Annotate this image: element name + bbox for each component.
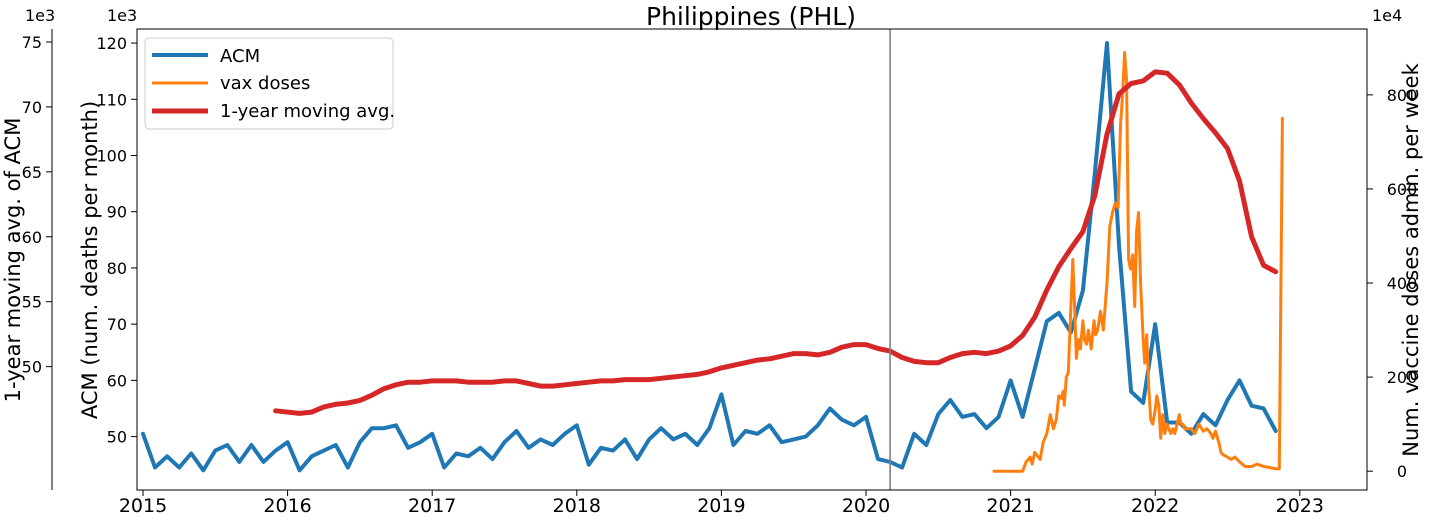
legend-label-moving-avg: 1-year moving avg. (220, 101, 395, 122)
y-moving-avg-tick-label: 60 (22, 228, 42, 247)
x-tick-label: 2018 (553, 495, 601, 517)
series-layer (141, 41, 1284, 473)
y-vax-tick-label: 600 (1387, 180, 1418, 199)
y-axis-acm-exponent: 1e3 (107, 6, 137, 25)
y-axis-vax-exponent: 1e4 (1372, 6, 1402, 25)
y-moving-avg-tick-label: 55 (22, 293, 42, 312)
legend-entry-vax: vax doses (152, 73, 310, 94)
series-line-vax (992, 51, 1284, 473)
x-tick-label: 2016 (263, 495, 311, 517)
y-axis-moving-avg-exponent: 1e3 (25, 6, 55, 25)
y-acm-tick-label: 80 (107, 259, 127, 278)
x-tick-label: 2015 (119, 495, 167, 517)
y-axis-vax-label: Num. vaccine doses admin. per week (1399, 62, 1423, 456)
legend-label-vax: vax doses (220, 73, 310, 94)
series-line-acm (141, 41, 1278, 473)
legend-box (144, 37, 394, 130)
y-axis-moving-avg: 1e3 1-year moving avg. of ACM 50 55 60 65 70… (1, 6, 55, 490)
y-axis-moving-avg-label: 1-year moving avg. of ACM (1, 118, 25, 403)
x-tick-label: 2020 (842, 495, 890, 517)
y-acm-tick-label: 120 (96, 34, 127, 53)
legend: ACM vax doses 1-year moving avg. (144, 37, 395, 130)
x-tick-label: 2023 (1276, 495, 1324, 517)
y-vax-tick-label: 400 (1387, 274, 1418, 293)
y-acm-tick-label: 90 (107, 203, 127, 222)
legend-entry-moving-avg: 1-year moving avg. (152, 101, 395, 122)
x-tick-label: 2019 (697, 495, 745, 517)
y-vax-tick-label: 200 (1387, 368, 1418, 387)
chart-title: Philippines (PHL) (646, 2, 856, 31)
legend-entry-acm: ACM (152, 46, 260, 67)
plot-area-frame (136, 28, 1368, 491)
series-line-mavg (273, 69, 1279, 416)
y-acm-tick-label: 100 (96, 146, 127, 165)
y-moving-avg-tick-label: 75 (22, 33, 42, 52)
y-moving-avg-tick-label: 50 (22, 358, 42, 377)
y-acm-tick-label: 60 (107, 371, 127, 390)
x-tick-label: 2021 (986, 495, 1034, 517)
y-moving-avg-tick-label: 65 (22, 163, 42, 182)
y-acm-tick-label: 70 (107, 315, 127, 334)
y-axis-vax: 1e4 Num. vaccine doses admin. per week 0… (1367, 6, 1423, 481)
y-vax-tick-label: 0 (1397, 462, 1407, 481)
legend-label-acm: ACM (220, 46, 260, 67)
x-tick-label: 2022 (1131, 495, 1179, 517)
x-tick-label: 2017 (408, 495, 456, 517)
y-acm-tick-label: 50 (107, 428, 127, 447)
y-vax-tick-label: 800 (1387, 86, 1418, 105)
y-axis-acm-label: ACM (num. deaths per month) (78, 101, 102, 419)
y-acm-tick-label: 110 (96, 90, 127, 109)
y-axis-acm: 1e3 ACM (num. deaths per month) 50 60 70 80… (78, 6, 137, 447)
x-axis: 2015 2016 2017 2018 2019 2020 2021 2022 2023 (119, 490, 1324, 517)
y-moving-avg-tick-label: 70 (22, 98, 42, 117)
